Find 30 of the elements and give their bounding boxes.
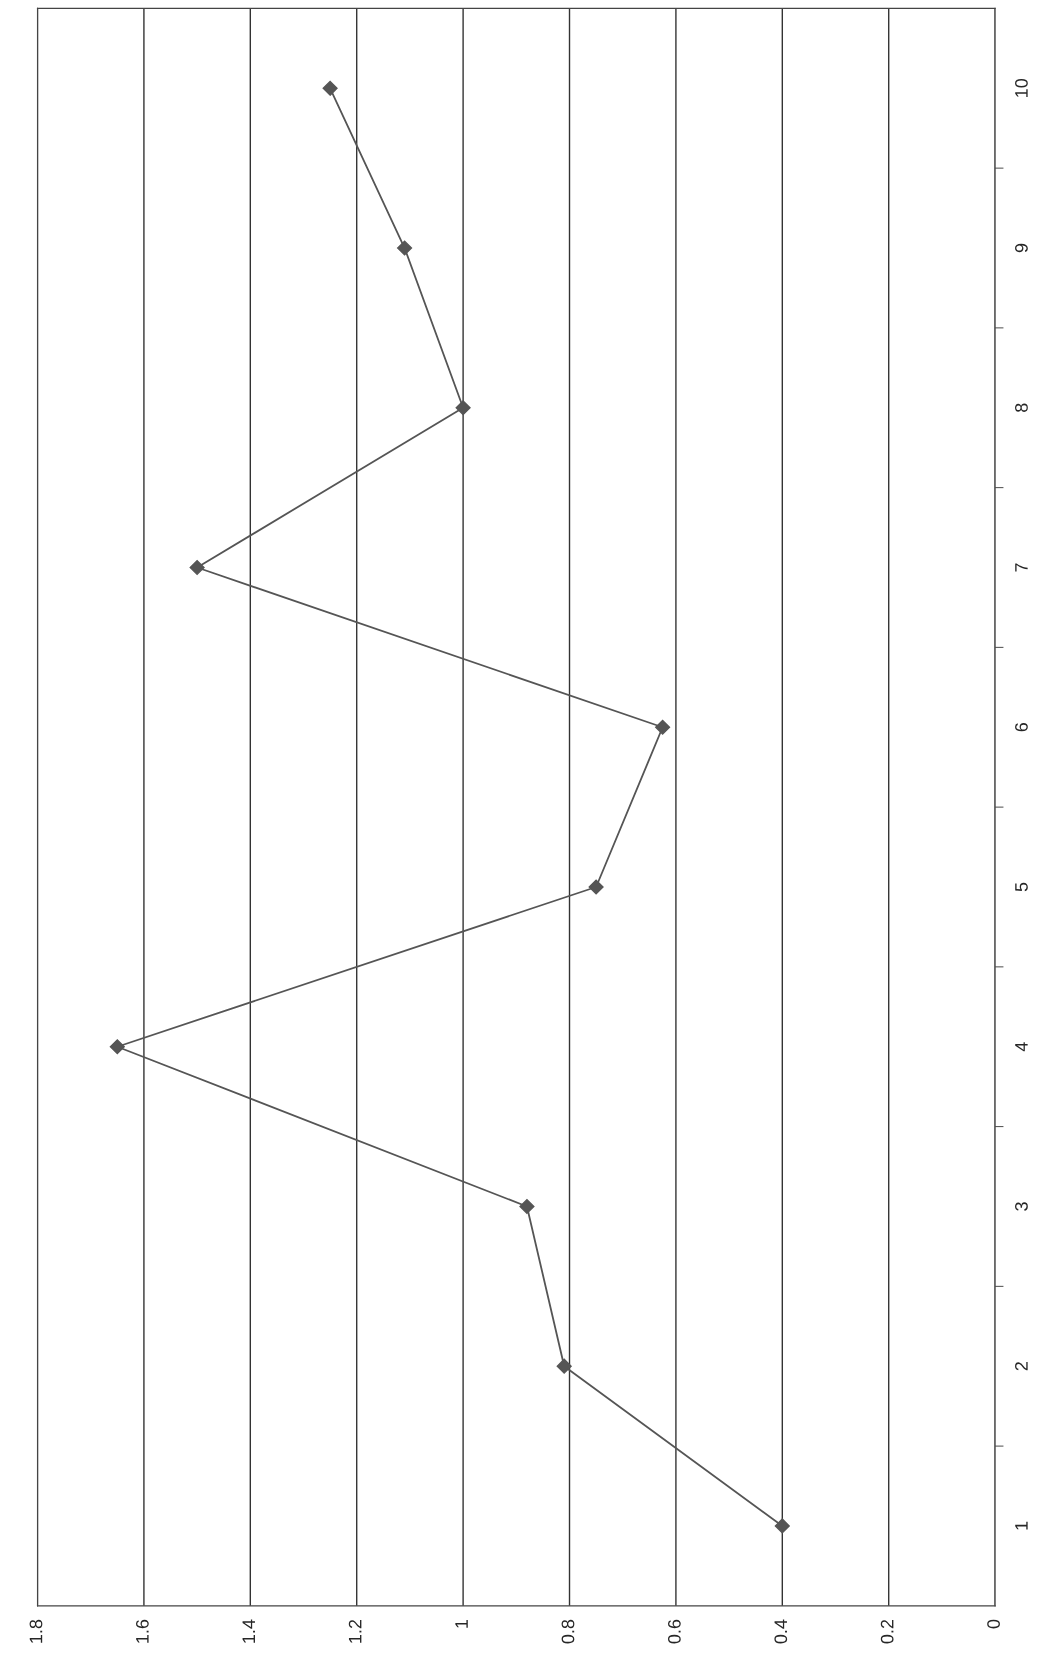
- x-tick-label: 1.2: [348, 1619, 362, 1643]
- point: [655, 719, 671, 735]
- y-tick-label: 8: [1015, 403, 1028, 412]
- point: [109, 1039, 125, 1055]
- y-tick-label: 3: [1015, 1202, 1028, 1211]
- y-tick-label: 7: [1015, 563, 1028, 572]
- x-tick-label: 0: [987, 1619, 1000, 1629]
- y-tick-label: 4: [1015, 1042, 1028, 1052]
- x-tick-label: 0.6: [667, 1619, 681, 1644]
- x-tick-label: 1: [455, 1619, 468, 1628]
- x-tick-label: 1.6: [135, 1619, 149, 1643]
- y-tick-label: 1: [1015, 1521, 1028, 1530]
- x-tick-label: 1.8: [29, 1619, 43, 1643]
- x-tick-label: 0.2: [880, 1619, 894, 1644]
- x-tick-label: 1.4: [242, 1619, 255, 1643]
- y-tick-label: 6: [1015, 723, 1028, 732]
- point: [556, 1358, 572, 1374]
- x-tick-label: 0.4: [774, 1619, 788, 1644]
- point: [774, 1518, 790, 1534]
- y-tick-label: 10: [1015, 78, 1028, 97]
- point: [588, 879, 604, 895]
- point: [397, 240, 413, 256]
- y-tick-label: 2: [1015, 1362, 1028, 1371]
- x-tick-label: 0.8: [561, 1619, 575, 1644]
- y-tick-label: 9: [1015, 243, 1028, 253]
- point: [455, 400, 471, 416]
- point: [519, 1198, 535, 1215]
- point: [322, 80, 338, 96]
- y-tick-label: 5: [1015, 882, 1028, 892]
- point: [189, 559, 205, 576]
